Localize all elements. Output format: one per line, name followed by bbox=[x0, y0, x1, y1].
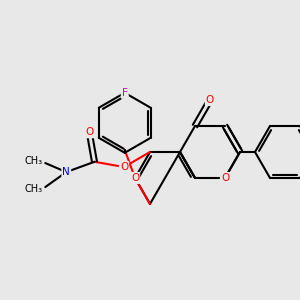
Text: N: N bbox=[62, 167, 70, 177]
Text: O: O bbox=[131, 173, 139, 183]
Text: CH₃: CH₃ bbox=[24, 184, 42, 194]
Text: O: O bbox=[221, 173, 229, 183]
Text: O: O bbox=[120, 162, 128, 172]
Text: O: O bbox=[85, 127, 93, 137]
Text: CH₃: CH₃ bbox=[24, 156, 42, 166]
Text: F: F bbox=[122, 88, 128, 98]
Text: O: O bbox=[206, 95, 214, 105]
